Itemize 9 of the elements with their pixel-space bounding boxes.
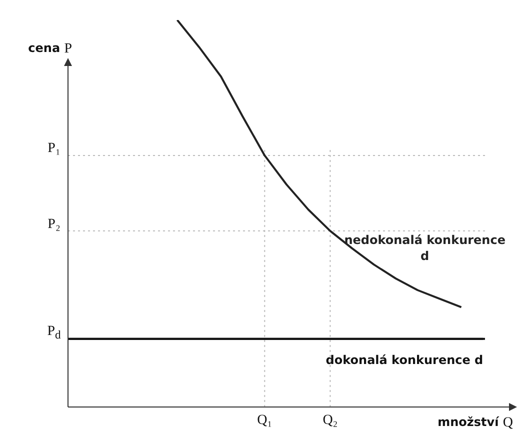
- series-label: nedokonalá konkurence d: [344, 233, 506, 264]
- series-label: dokonalá konkurence d: [326, 353, 484, 368]
- x-tick-label: Q₁: [257, 413, 272, 428]
- ref-line-label: P$_{d}$: [47, 324, 61, 342]
- y-axis-title: cena P: [28, 41, 72, 57]
- x-axis-title: množství Q: [438, 415, 514, 431]
- ref-line-label: P₁: [48, 141, 60, 156]
- ref-line-label: P₂: [48, 216, 60, 232]
- x-tick-label: Q₂: [322, 413, 338, 428]
